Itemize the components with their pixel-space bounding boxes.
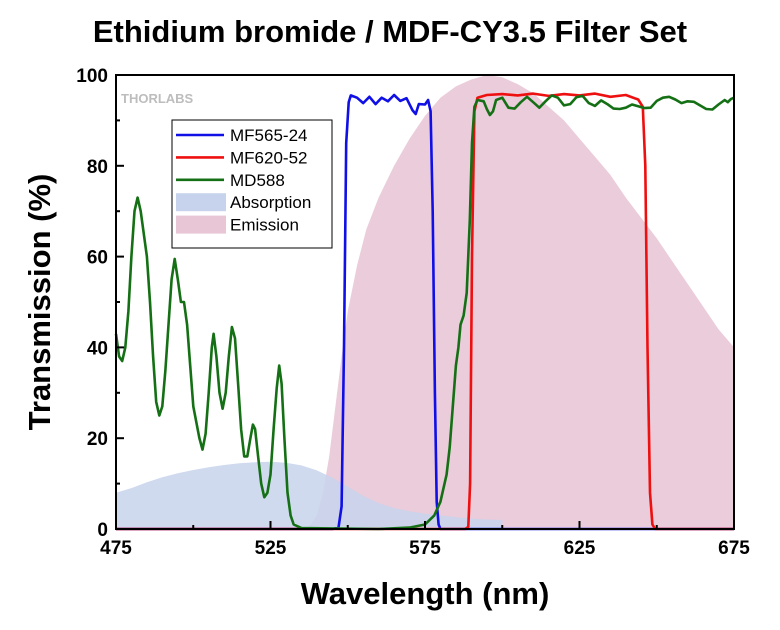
chart-title: Ethidium bromide / MDF-CY3.5 Filter Set (92, 14, 688, 49)
y-axis-label: Transmission (%) (22, 174, 57, 431)
legend: MF565-24 MF620-52 MD588 Absorption Emission (171, 119, 333, 249)
y-tick-label: 100 (76, 66, 108, 87)
y-tick-label: 40 (87, 338, 108, 359)
x-tick-label: 675 (718, 538, 750, 559)
y-tick-label: 0 (97, 520, 108, 541)
legend-item-emission: Emission (176, 215, 299, 235)
legend-item-absorption: Absorption (176, 193, 311, 212)
legend-label: MF620-52 (230, 148, 307, 167)
x-axis-label: Wavelength (nm) (301, 576, 550, 611)
y-tick-label: 80 (87, 157, 108, 178)
legend-item-md588: MD588 (176, 171, 285, 190)
legend-label: Emission (230, 216, 299, 235)
x-tick-label: 625 (564, 538, 596, 559)
series-line-mf620-52 (116, 92, 734, 531)
x-tick-label: 475 (100, 538, 132, 559)
legend-item-mf565-24: MF565-24 (176, 126, 307, 145)
series-line-md588 (114, 94, 735, 531)
y-tick-label: 20 (87, 429, 108, 450)
y-tick-label: 60 (87, 248, 108, 269)
legend-label: MF565-24 (230, 126, 307, 145)
area-layer (116, 75, 734, 529)
legend-label: Absorption (230, 193, 311, 212)
legend-swatch (176, 193, 226, 212)
legend-swatch (176, 215, 226, 234)
x-tick-label: 525 (255, 538, 287, 559)
axis-ticks: 475 525 575 625 675 0 20 40 60 80 100 (76, 66, 750, 559)
line-layer (114, 92, 735, 531)
series-line-mf565-24 (116, 93, 734, 531)
series-area-absorption (116, 461, 503, 529)
x-tick-label: 575 (409, 538, 441, 559)
thorlabs-watermark: THORLABS (121, 91, 194, 106)
series-area-emission (116, 75, 734, 529)
legend-item-mf620-52: MF620-52 (176, 148, 307, 167)
legend-label: MD588 (230, 171, 285, 190)
